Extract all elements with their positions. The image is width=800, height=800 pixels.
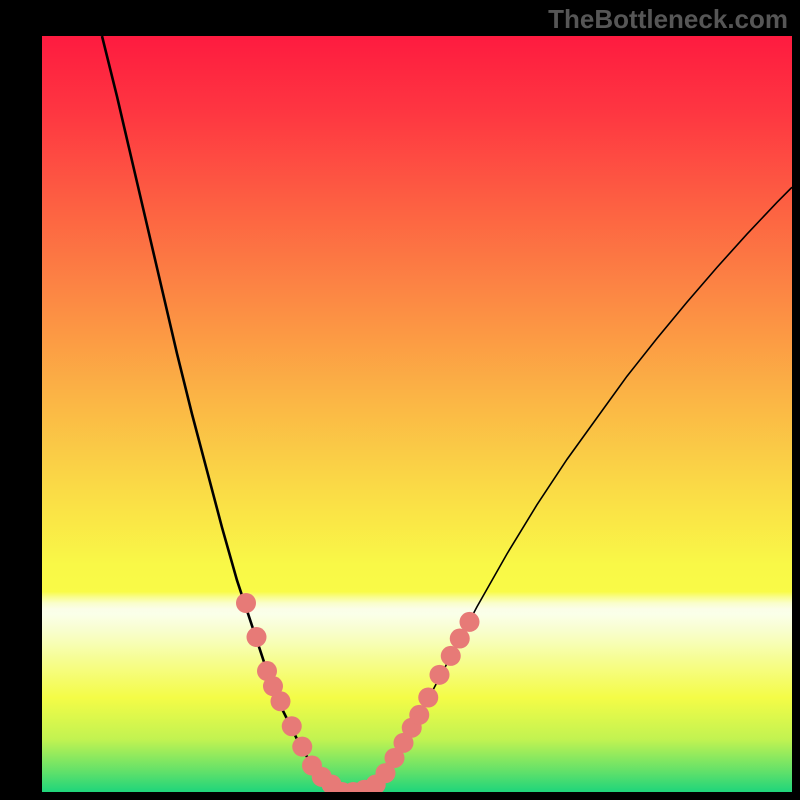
marker-right	[441, 646, 461, 666]
left-curve	[102, 36, 342, 792]
marker-right	[418, 688, 438, 708]
marker-right	[450, 629, 470, 649]
marker-right	[460, 612, 480, 632]
chart-container: TheBottleneck.com	[0, 0, 800, 800]
marker-left	[247, 627, 267, 647]
marker-right	[430, 665, 450, 685]
marker-left	[236, 593, 256, 613]
watermark-text: TheBottleneck.com	[548, 4, 788, 35]
right-curve	[342, 187, 792, 792]
curves-layer	[0, 0, 800, 800]
marker-right	[409, 705, 429, 725]
marker-left	[271, 691, 291, 711]
marker-left	[282, 716, 302, 736]
marker-left	[292, 737, 312, 757]
